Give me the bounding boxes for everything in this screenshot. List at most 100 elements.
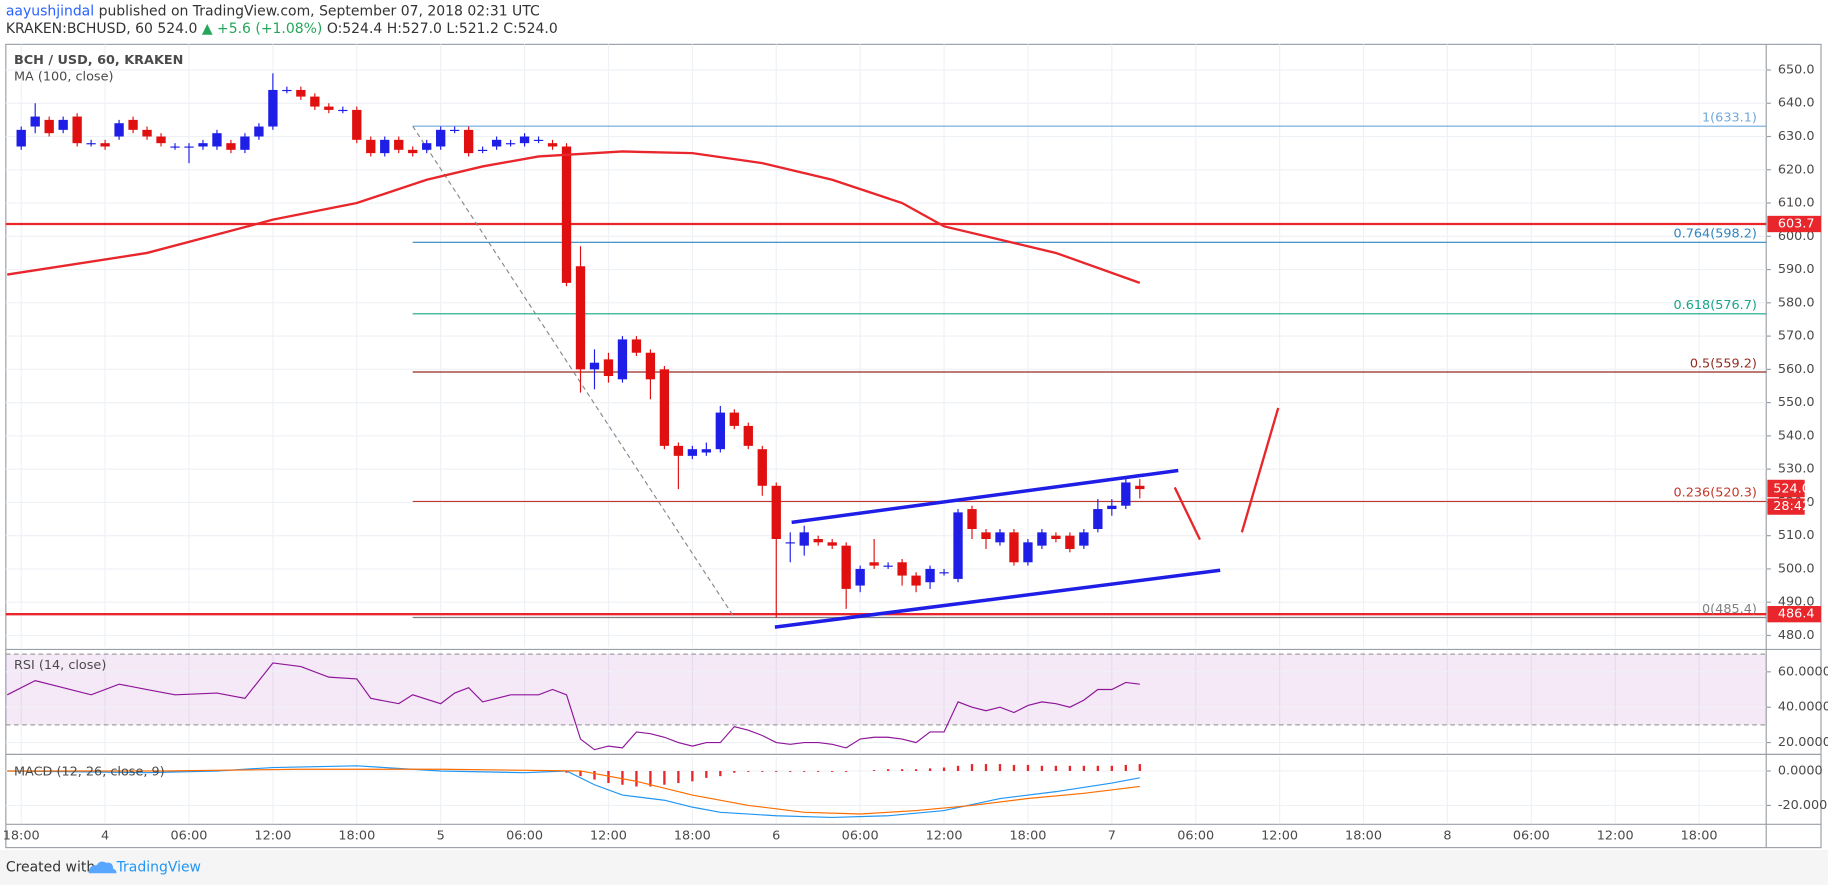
- candle-body: [911, 575, 921, 586]
- candle-body: [995, 532, 1005, 543]
- x-tick-label: 06:00: [842, 828, 879, 843]
- candle-body: [1135, 485, 1145, 490]
- y-tick-label: 540.0: [1778, 428, 1815, 443]
- x-tick-label: 12:00: [254, 828, 291, 843]
- candle-body: [491, 139, 502, 147]
- y-tick-label: 600.0: [1778, 229, 1815, 244]
- candle-body: [799, 532, 809, 546]
- candle-body: [673, 445, 684, 456]
- macd-histogram-bar: [1110, 765, 1114, 771]
- plot: [5, 73, 1767, 819]
- candle-body: [380, 139, 390, 154]
- ma-legend: MA (100, close): [14, 70, 114, 85]
- x-tick-label: 06:00: [1177, 828, 1214, 843]
- candle-body: [785, 542, 795, 544]
- candle-body: [408, 149, 418, 154]
- author[interactable]: aayushjindal: [6, 4, 94, 20]
- footer-brand[interactable]: TradingView: [116, 859, 201, 875]
- x-tick-label: 18:00: [1345, 828, 1382, 843]
- x-tick-label: 06:00: [171, 828, 208, 843]
- macd-title: MACD (12, 26, close, 9): [14, 764, 165, 779]
- macd-histogram-bar: [789, 770, 792, 772]
- candle-body: [1107, 505, 1117, 510]
- candle-body: [463, 129, 474, 154]
- candle-body: [645, 352, 656, 380]
- candle-body: [981, 532, 991, 539]
- candle-body: [268, 89, 278, 127]
- candle-body: [58, 119, 68, 130]
- candle-body: [16, 129, 26, 147]
- y-tick-label: 60.0000: [1778, 664, 1828, 679]
- candle-body: [603, 359, 614, 377]
- macd-histogram-bar: [831, 770, 834, 772]
- macd-histogram-bar: [635, 770, 638, 787]
- y-tick-label: 510.0: [1778, 528, 1815, 543]
- fib-label: 0(485.4): [1702, 602, 1757, 617]
- fib-label: 1(633.1): [1702, 111, 1757, 126]
- published: published on TradingView.com, September …: [99, 4, 540, 20]
- y-tick-label: 20.0000: [1778, 735, 1828, 750]
- footer-bar: [0, 849, 1828, 885]
- moving-average: [7, 150, 1141, 284]
- macd-line: [7, 768, 1140, 815]
- candle-body: [1051, 535, 1061, 539]
- candle-body: [226, 143, 236, 150]
- candle-body: [589, 362, 600, 370]
- chart-title: BCH / USD, 60, KRAKEN: [14, 53, 183, 68]
- macd-histogram-bar: [607, 770, 610, 784]
- macd-histogram-bar: [761, 770, 764, 772]
- candle-body: [841, 545, 851, 589]
- change: ▲ +5.6 (+1.08%): [202, 21, 323, 37]
- candle-body: [44, 119, 54, 134]
- candle-body: [827, 542, 837, 546]
- y-tick-label: 480.0: [1778, 628, 1815, 643]
- candle-body: [533, 139, 544, 142]
- x-tick-label: 12:00: [1261, 828, 1298, 843]
- candle-body: [1121, 482, 1131, 506]
- candle-body: [100, 143, 110, 147]
- macd-histogram-bar: [705, 770, 708, 778]
- x-tick-label: 12:00: [1597, 828, 1634, 843]
- x-tick-label: 8: [1443, 828, 1451, 843]
- candle-body: [519, 136, 530, 144]
- fib-label: 0.618(576.7): [1674, 298, 1757, 313]
- y-tick-label: 580.0: [1778, 295, 1815, 310]
- candle-body: [436, 129, 446, 147]
- candle-body: [30, 116, 40, 127]
- candle-body: [771, 485, 781, 539]
- rsi-line: [6, 662, 1140, 751]
- y-tick-label: 0.0000: [1778, 763, 1823, 778]
- y-tick-label: -20.0000: [1778, 798, 1828, 813]
- macd-histogram-bar: [1082, 765, 1086, 771]
- candle-body: [338, 109, 348, 112]
- last: 524.0: [157, 21, 197, 37]
- macd-histogram-bar: [914, 769, 918, 771]
- frame: [5, 43, 1822, 849]
- price-tag: [1767, 606, 1822, 623]
- macd-histogram-bar: [872, 770, 876, 771]
- macd-histogram-bar: [803, 770, 806, 772]
- tradingview-logo: [88, 861, 117, 874]
- candle-body: [1023, 542, 1033, 563]
- candle-body: [505, 143, 516, 145]
- candle-body: [547, 143, 558, 147]
- candle-body: [1009, 532, 1019, 563]
- x-tick-label: 06:00: [1513, 828, 1550, 843]
- trend-line: [774, 568, 1221, 629]
- candle-body: [1037, 532, 1047, 546]
- candle-body: [114, 123, 124, 137]
- x-tick-label: 18:00: [338, 828, 375, 843]
- macd-histogram-bar: [845, 770, 848, 772]
- candle-body: [743, 425, 753, 446]
- candle-body: [1065, 535, 1075, 549]
- countdown-tag: [1767, 498, 1805, 515]
- x-tick-label: 12:00: [926, 828, 963, 843]
- candle-body: [422, 143, 432, 150]
- candle-body: [128, 119, 138, 130]
- candle-body: [310, 96, 320, 107]
- quote-line: KRAKEN:BCHUSD, 60 524.0 ▲ +5.6 (+1.08%) …: [6, 21, 558, 37]
- x-tick-label: 12:00: [590, 828, 627, 843]
- candle-body: [296, 89, 306, 97]
- candle-body: [813, 538, 823, 543]
